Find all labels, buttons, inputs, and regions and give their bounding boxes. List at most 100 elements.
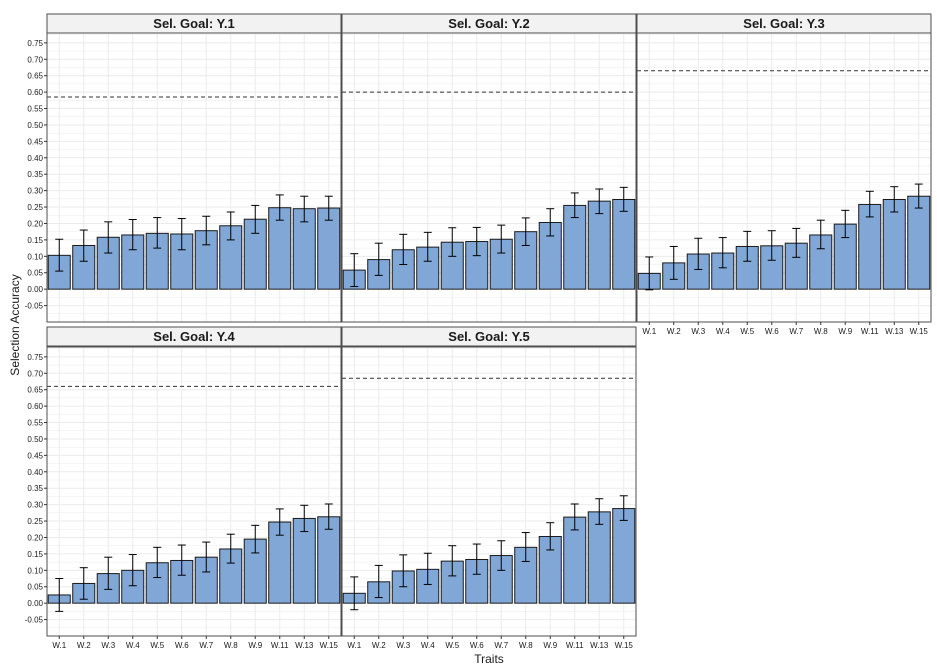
panel-background — [637, 33, 931, 322]
y-tick-label: 0.45 — [27, 451, 43, 460]
error-bar-W.3 — [694, 237, 703, 270]
x-tick-label: W.8 — [814, 327, 828, 336]
y-tick-label: 0.20 — [27, 533, 43, 542]
error-bar-W.15 — [914, 183, 923, 209]
x-tick-label: W.13 — [295, 641, 314, 650]
panel-background — [47, 33, 341, 322]
x-tick-label: W.4 — [421, 641, 435, 650]
x-tick-label: W.6 — [470, 641, 484, 650]
x-tick-label: W.15 — [910, 327, 929, 336]
x-tick-label: W.5 — [740, 327, 754, 336]
error-bar-W.6 — [472, 543, 481, 575]
panel-1: Sel. Goal: Y.1 -0.05 0.00 0.05 0.10 0.15 0.20 0… — [25, 13, 342, 323]
x-tick-label: W.9 — [838, 327, 852, 336]
x-tick-label: W.8 — [519, 641, 533, 650]
y-tick-label: 0.30 — [27, 187, 43, 196]
y-tick-label: 0.40 — [27, 154, 43, 163]
panel-background — [342, 347, 636, 636]
x-tick-label: W.9 — [248, 641, 262, 650]
bar-W.13 — [587, 200, 611, 290]
panel-border — [46, 346, 342, 637]
x-tick-label: W.5 — [445, 641, 459, 650]
y-tick-label: 0.55 — [27, 419, 43, 428]
x-tick-label: W.15 — [615, 641, 634, 650]
error-bar-W.9 — [251, 524, 260, 554]
error-bar-W.9 — [546, 208, 555, 237]
error-bar-W.4 — [718, 237, 727, 269]
y-tick-label: 0.05 — [27, 583, 43, 592]
error-bar-W.6 — [177, 218, 186, 251]
error-bar-W.11 — [570, 503, 579, 531]
x-tick-label: W.1 — [642, 327, 656, 336]
bar-W.15 — [612, 199, 636, 290]
panel-4: Sel. Goal: Y.4 -0.05 0.00 0.05 0.10 0.15 0.20 0… — [25, 326, 342, 650]
y-tick-label: 0.05 — [27, 269, 43, 278]
y-tick-label: 0.65 — [27, 72, 43, 81]
x-tick-label: W.6 — [765, 327, 779, 336]
x-tick-label: W.1 — [52, 641, 66, 650]
y-tick-label: 0.75 — [27, 39, 43, 48]
panel-3: Sel. Goal: Y.3 W.1 W.2 W.3 W.4 W.5 W.6 W.7 W.8 W.… — [636, 13, 932, 336]
error-bar-W.3 — [399, 554, 408, 588]
panel-background — [342, 33, 636, 322]
error-bar-W.2 — [79, 229, 88, 262]
bar-W.13 — [587, 511, 611, 604]
x-tick-label: W.11 — [271, 641, 289, 650]
error-bar-W.8 — [521, 532, 530, 562]
error-bar-W.13 — [595, 188, 604, 215]
error-bar-W.11 — [275, 508, 284, 536]
x-tick-label: W.4 — [126, 641, 140, 650]
y-tick-label: 0.60 — [27, 402, 43, 411]
y-tick-label: 0.65 — [27, 386, 43, 395]
error-bar-W.1 — [55, 238, 64, 272]
y-tick-label: 0.20 — [27, 219, 43, 228]
error-bar-W.6 — [177, 544, 186, 576]
y-tick-label: 0.45 — [27, 137, 43, 146]
error-bar-W.2 — [374, 564, 383, 599]
error-bar-W.11 — [865, 190, 874, 218]
error-bar-W.5 — [448, 227, 457, 257]
bar-W.13 — [882, 199, 906, 290]
error-bar-W.7 — [497, 224, 506, 254]
error-bar-W.4 — [423, 552, 432, 585]
x-tick-label: W.5 — [150, 641, 164, 650]
x-tick-label: W.11 — [861, 327, 879, 336]
y-tick-label: 0.40 — [27, 468, 43, 477]
y-tick-label: 0.00 — [27, 285, 43, 294]
error-bar-W.9 — [546, 522, 555, 551]
x-tick-label: W.4 — [716, 327, 730, 336]
x-tick-label: W.3 — [101, 641, 115, 650]
y-tick-label: 0.25 — [27, 517, 43, 526]
error-bar-W.7 — [497, 540, 506, 571]
error-bar-W.7 — [202, 541, 211, 573]
error-bar-W.15 — [619, 186, 628, 212]
facet-title: Sel. Goal: Y.2 — [448, 16, 529, 31]
error-bar-W.8 — [816, 219, 825, 250]
facet-title: Sel. Goal: Y.1 — [153, 16, 234, 31]
y-tick-label: 0.35 — [27, 170, 43, 179]
y-tick-label: 0.30 — [27, 501, 43, 510]
error-bar-W.6 — [472, 226, 481, 257]
x-tick-label: W.13 — [590, 641, 609, 650]
x-tick-label: W.2 — [372, 641, 386, 650]
error-bar-W.11 — [275, 194, 284, 221]
panel-5: Sel. Goal: Y.5 W.1 W.2 W.3 W.4 W.5 W.6 W.7 W.8 W.… — [341, 326, 637, 650]
error-bar-W.2 — [669, 245, 678, 280]
x-tick-label: W.15 — [320, 641, 339, 650]
y-tick-label: 0.25 — [27, 203, 43, 212]
error-bar-W.5 — [153, 217, 162, 249]
x-tick-label: W.13 — [885, 327, 904, 336]
panel-border — [341, 346, 637, 637]
error-bar-W.2 — [79, 567, 88, 600]
error-bar-W.8 — [226, 533, 235, 564]
error-bar-W.7 — [792, 227, 801, 258]
error-bar-W.2 — [374, 242, 383, 276]
error-bar-W.1 — [55, 578, 64, 612]
error-bar-W.1 — [350, 253, 359, 288]
error-bar-W.1 — [645, 256, 654, 291]
error-bar-W.13 — [890, 186, 899, 213]
y-axis-title: Selection Accuracy — [8, 274, 22, 375]
x-tick-label: W.3 — [691, 327, 705, 336]
x-tick-label: W.1 — [347, 641, 361, 650]
y-tick-label: 0.15 — [27, 550, 43, 559]
